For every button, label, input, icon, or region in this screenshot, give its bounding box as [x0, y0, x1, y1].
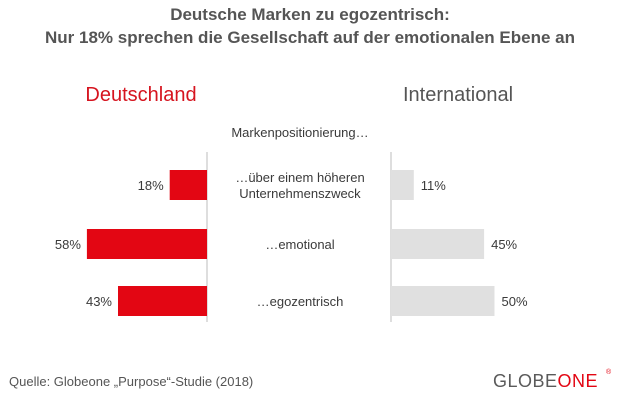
bar-left-0	[169, 170, 207, 200]
bar-right-2	[391, 286, 495, 316]
value-label-right-0: 11%	[421, 178, 446, 193]
logo-text-globe: GLOBE	[493, 371, 558, 391]
category-label-2-line-0: …egozentrisch	[257, 294, 344, 309]
legend-right-series: International	[403, 84, 513, 106]
value-label-right-2: 50%	[502, 294, 528, 309]
legend-left-series: Deutschland	[85, 84, 196, 106]
value-label-left-2: 43%	[86, 294, 112, 309]
source-note: Quelle: Globeone „Purpose“-Studie (2018)	[9, 374, 253, 389]
center-header: Markenpositionierung…	[231, 125, 368, 140]
category-label-1-line-0: …emotional	[265, 237, 334, 252]
bar-left-1	[86, 229, 207, 259]
value-label-left-0: 18%	[138, 178, 164, 193]
value-label-right-1: 45%	[491, 237, 517, 252]
chart-title-line1: Deutsche Marken zu egozentrisch:	[170, 5, 450, 24]
chart-title-line2: Nur 18% sprechen die Gesellschaft auf de…	[45, 28, 575, 47]
chart-marks: 18% 11% …über einem höherenUnternehmenszwe…	[55, 170, 528, 316]
logo-registered-mark: ®	[606, 368, 612, 376]
category-label-0-line-0: …über einem höheren	[235, 170, 364, 185]
value-label-left-1: 58%	[55, 237, 81, 252]
globeone-logo: GLOBEONE ®	[493, 368, 612, 391]
bar-left-2	[118, 286, 207, 316]
bar-right-1	[391, 229, 485, 259]
svg-text:GLOBEONE: GLOBEONE	[493, 371, 598, 391]
bar-right-0	[391, 170, 414, 200]
logo-text-one: ONE	[558, 371, 599, 391]
category-label-0-line-1: Unternehmenszweck	[239, 186, 361, 201]
